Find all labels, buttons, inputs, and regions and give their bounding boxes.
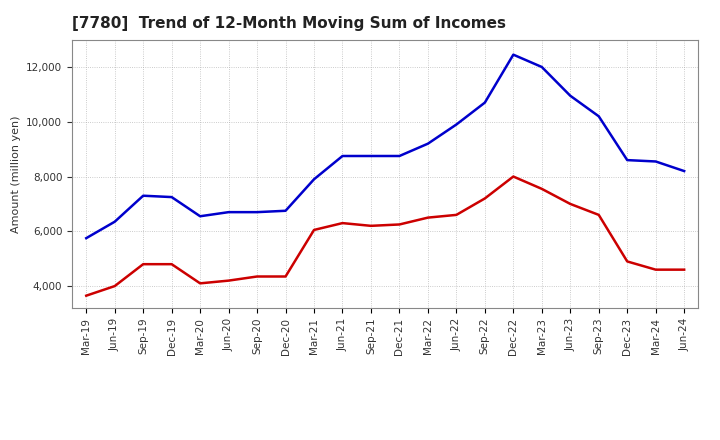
Net Income [537,186,546,191]
Net Income [652,267,660,272]
Ordinary Income [310,176,318,182]
Ordinary Income [423,141,432,147]
Ordinary Income [110,219,119,224]
Net Income [509,174,518,179]
Net Income [253,274,261,279]
Net Income [595,212,603,217]
Net Income [196,281,204,286]
Net Income [225,278,233,283]
Ordinary Income [282,208,290,213]
Ordinary Income [623,158,631,163]
Net Income [310,227,318,233]
Ordinary Income [167,194,176,200]
Net Income [480,196,489,201]
Net Income [338,220,347,226]
Net Income [167,261,176,267]
Net Income [566,201,575,206]
Y-axis label: Amount (million yen): Amount (million yen) [11,115,21,233]
Ordinary Income [537,64,546,70]
Net Income [452,212,461,217]
Line: Net Income: Net Income [86,176,684,296]
Ordinary Income [366,154,375,159]
Ordinary Income [395,154,404,159]
Ordinary Income [480,100,489,105]
Ordinary Income [680,169,688,174]
Net Income [139,261,148,267]
Ordinary Income [509,52,518,57]
Ordinary Income [82,235,91,241]
Ordinary Income [196,213,204,219]
Net Income [110,283,119,289]
Ordinary Income [338,154,347,159]
Ordinary Income [652,159,660,164]
Net Income [82,293,91,298]
Ordinary Income [225,209,233,215]
Ordinary Income [452,122,461,127]
Ordinary Income [595,114,603,119]
Line: Ordinary Income: Ordinary Income [86,55,684,238]
Net Income [282,274,290,279]
Ordinary Income [566,93,575,99]
Net Income [366,223,375,228]
Net Income [395,222,404,227]
Net Income [423,215,432,220]
Net Income [680,267,688,272]
Ordinary Income [139,193,148,198]
Text: [7780]  Trend of 12-Month Moving Sum of Incomes: [7780] Trend of 12-Month Moving Sum of I… [72,16,506,32]
Ordinary Income [253,209,261,215]
Net Income [623,259,631,264]
